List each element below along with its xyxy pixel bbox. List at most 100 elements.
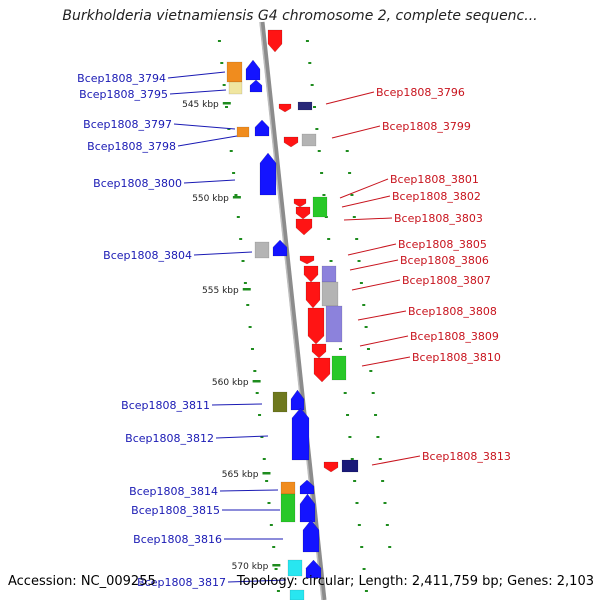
gene-feature-reverse[interactable] xyxy=(267,29,283,53)
gene-feature-3798[interactable] xyxy=(254,119,270,137)
gene-label[interactable]: Bcep1808_3802 xyxy=(392,190,481,203)
major-tick xyxy=(222,102,231,105)
tick-mark xyxy=(345,150,349,152)
tick-mark xyxy=(348,172,352,174)
major-tick xyxy=(272,564,281,567)
leader-line xyxy=(349,259,399,271)
tick-mark xyxy=(366,348,370,350)
gene-label[interactable]: Bcep1808_3813 xyxy=(422,450,511,463)
tick-mark xyxy=(234,194,238,196)
tick-mark xyxy=(248,326,252,328)
leader-line xyxy=(339,178,389,199)
gene-feature-3794[interactable] xyxy=(226,61,243,83)
gene-feature-forward[interactable] xyxy=(272,239,288,257)
gene-label[interactable]: Bcep1808_3795 xyxy=(79,88,168,101)
gene-label[interactable]: Bcep1808_3796 xyxy=(376,86,465,99)
gene-label[interactable]: Bcep1808_3799 xyxy=(382,120,471,133)
gene-feature-3816[interactable] xyxy=(302,519,320,553)
gene-feature-3801[interactable] xyxy=(312,196,328,218)
gene-feature-3813[interactable] xyxy=(323,461,339,473)
gene-label[interactable]: Bcep1808_3805 xyxy=(398,238,487,251)
gene-label[interactable]: Bcep1808_3815 xyxy=(131,504,220,517)
gene-feature-3806b[interactable] xyxy=(321,265,337,283)
gene-label[interactable]: Bcep1808_3794 xyxy=(77,72,166,85)
gene-feature-forward[interactable] xyxy=(249,79,263,93)
gene-feature-3803[interactable] xyxy=(295,218,313,236)
tick-mark xyxy=(350,194,354,196)
kbp-label: 545 kbp xyxy=(182,100,219,110)
gene-label[interactable]: Bcep1808_3803 xyxy=(394,212,483,225)
gene-feature-3807[interactable] xyxy=(321,281,339,307)
gene-feature-reverse[interactable] xyxy=(307,307,325,345)
gene-feature-3813b[interactable] xyxy=(341,459,359,473)
gene-label[interactable]: Bcep1808_3807 xyxy=(402,274,491,287)
gene-feature-3806[interactable] xyxy=(303,265,319,283)
kbp-label: 555 kbp xyxy=(202,286,239,296)
gene-label[interactable]: Bcep1808_3814 xyxy=(129,485,218,498)
gene-feature-3796b[interactable] xyxy=(297,101,313,111)
kbp-label: 550 kbp xyxy=(192,194,229,204)
leader-line xyxy=(193,251,253,256)
gene-feature-reverse[interactable] xyxy=(305,281,321,309)
leader-line xyxy=(215,435,269,439)
gene-feature-3810[interactable] xyxy=(313,357,331,383)
gene-feature-3804[interactable] xyxy=(254,241,270,259)
gene-label[interactable]: Bcep1808_3806 xyxy=(400,254,489,267)
gene-feature-3795[interactable] xyxy=(228,81,243,95)
gene-feature-3817[interactable] xyxy=(287,559,303,577)
gene-label[interactable]: Bcep1808_3810 xyxy=(412,351,501,364)
tick-mark xyxy=(364,326,368,328)
tick-mark xyxy=(357,524,361,526)
tick-mark xyxy=(260,436,264,438)
leader-line xyxy=(347,243,397,256)
gene-label[interactable]: Bcep1808_3798 xyxy=(87,140,176,153)
gene-feature-3800[interactable] xyxy=(259,152,277,196)
gene-feature-3802[interactable] xyxy=(293,198,307,208)
gene-feature-3815[interactable] xyxy=(280,493,296,523)
tick-mark xyxy=(262,458,266,460)
gene-feature-3812[interactable] xyxy=(291,407,310,461)
gene-label[interactable]: Bcep1808_3797 xyxy=(83,118,172,131)
gene-feature-3805[interactable] xyxy=(299,255,315,265)
gene-label[interactable]: Bcep1808_3816 xyxy=(133,533,222,546)
gene-feature-3797[interactable] xyxy=(236,126,250,138)
gene-label[interactable]: Bcep1808_3812 xyxy=(125,432,214,445)
gene-label[interactable]: Bcep1808_3817 xyxy=(137,576,226,589)
gene-feature-forward[interactable] xyxy=(289,589,305,600)
leader-lines xyxy=(167,71,421,583)
gene-label[interactable]: Bcep1808_3801 xyxy=(390,173,479,186)
right-gene-labels: Bcep1808_3796 Bcep1808_3799 Bcep1808_3801 B… xyxy=(376,86,511,463)
tick-mark xyxy=(376,436,380,438)
leader-line xyxy=(183,179,236,184)
gene-label[interactable]: Bcep1808_3804 xyxy=(103,249,192,262)
tick-mark xyxy=(308,62,312,64)
gene-feature-3802b[interactable] xyxy=(295,206,311,220)
leader-line xyxy=(359,335,409,347)
tick-mark xyxy=(225,106,229,108)
gene-feature-3811[interactable] xyxy=(272,391,288,413)
tick-mark xyxy=(357,260,361,262)
tick-mark xyxy=(355,502,359,504)
gene-feature-3810b[interactable] xyxy=(331,355,347,381)
gene-feature-3809[interactable] xyxy=(311,343,327,359)
tick-mark xyxy=(274,568,278,570)
gene-label[interactable]: Bcep1808_3800 xyxy=(93,177,182,190)
tick-mark xyxy=(232,172,236,174)
gene-feature-forward[interactable] xyxy=(299,479,315,495)
gene-feature-3796[interactable] xyxy=(278,103,292,113)
gene-feature-forward[interactable] xyxy=(245,59,261,81)
leader-line xyxy=(169,89,227,95)
gene-label[interactable]: Bcep1808_3811 xyxy=(121,399,210,412)
gene-label[interactable]: Bcep1808_3809 xyxy=(410,330,499,343)
tick-mark xyxy=(269,524,273,526)
tick-mark xyxy=(255,392,259,394)
gene-feature-3799b[interactable] xyxy=(301,133,317,147)
tick-mark xyxy=(222,84,226,86)
gene-label[interactable]: Bcep1808_3808 xyxy=(408,305,497,318)
gene-feature-3814[interactable] xyxy=(280,481,296,495)
gene-feature-3799[interactable] xyxy=(283,136,299,148)
gene-feature-forward[interactable] xyxy=(305,559,322,579)
tick-mark xyxy=(329,260,333,262)
gene-feature-3808[interactable] xyxy=(325,305,343,343)
